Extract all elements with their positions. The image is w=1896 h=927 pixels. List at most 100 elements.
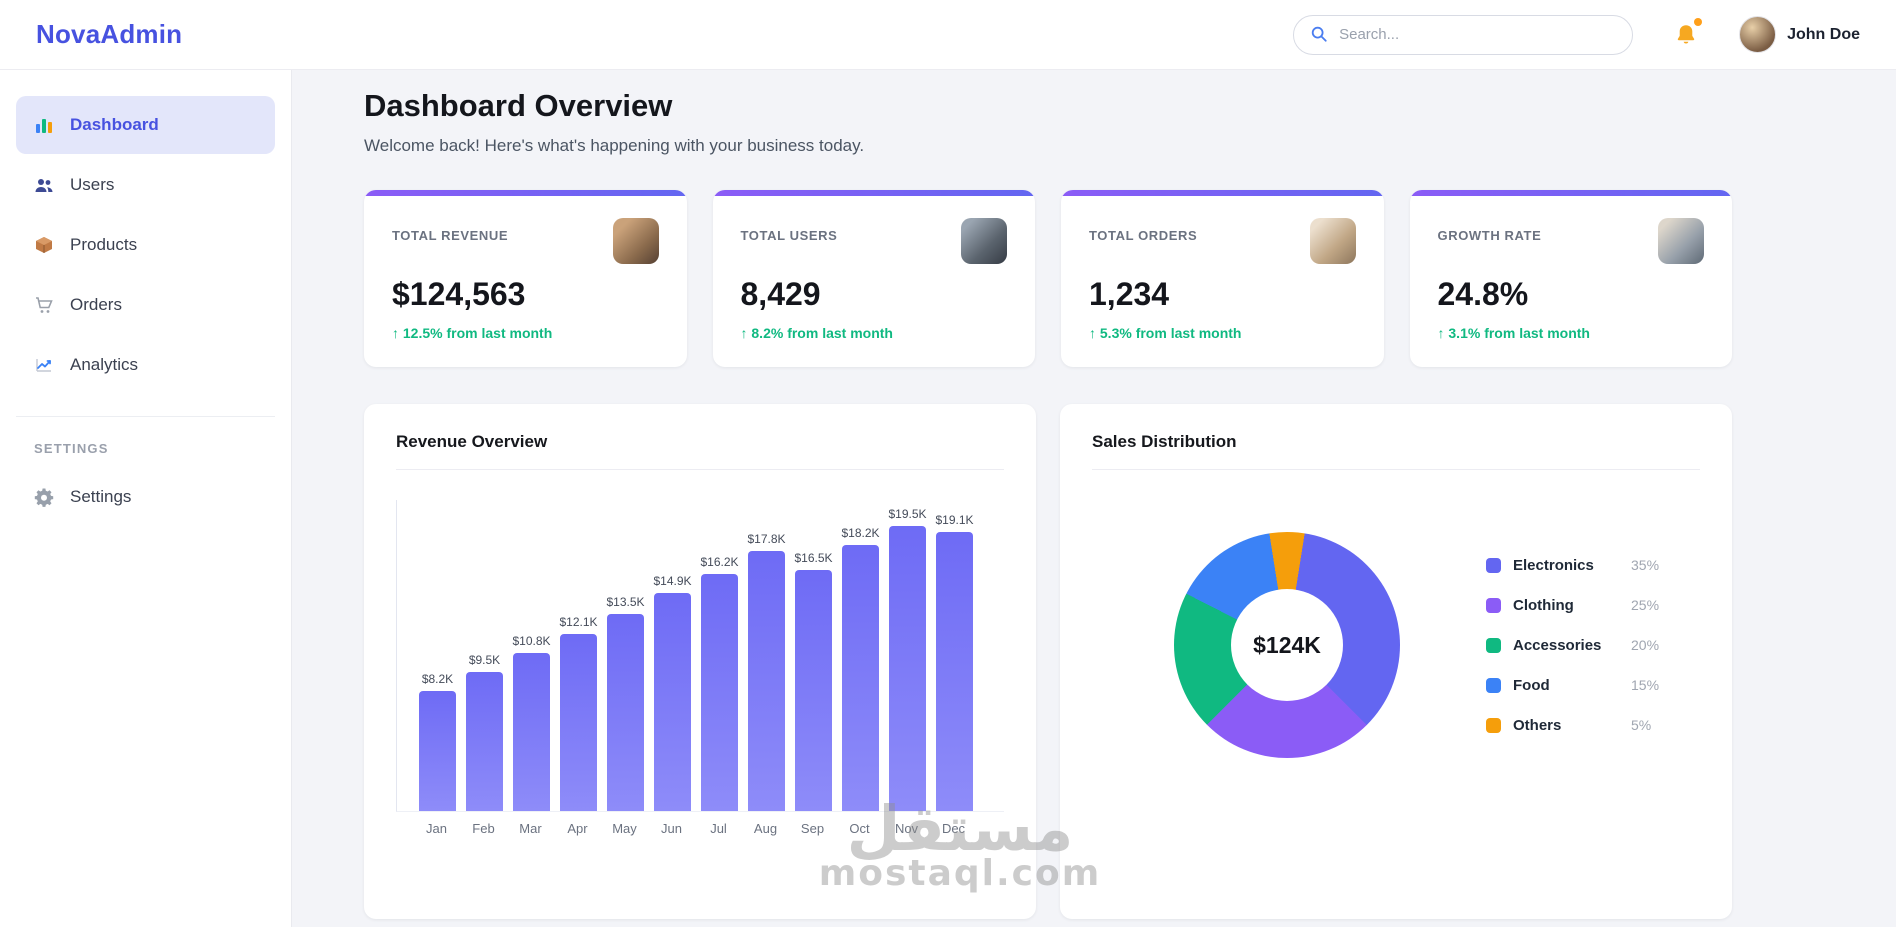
x-tick-label: Feb	[472, 821, 495, 836]
package-icon	[34, 235, 54, 255]
card-accent-bar	[1061, 190, 1384, 196]
bar-value-label: $16.2K	[700, 555, 739, 569]
stats-grid: TOTAL REVENUE $124,563 ↑ 12.5% from last…	[364, 190, 1732, 367]
brand-logo: NovaAdmin	[36, 19, 183, 49]
x-tick-label: Jul	[710, 821, 727, 836]
sidebar-item-dashboard[interactable]: Dashboard	[16, 96, 275, 154]
bar	[466, 672, 503, 811]
stat-change: ↑ 8.2% from last month	[740, 325, 893, 341]
sidebar-item-label: Analytics	[70, 355, 139, 374]
revenue-chart-card: Revenue Overview $8.2K $9.5K $10.8K $12.1K $…	[364, 404, 1036, 919]
bar	[654, 593, 691, 811]
stat-card-revenue: TOTAL REVENUE $124,563 ↑ 12.5% from last…	[364, 190, 687, 367]
bar-value-label: $10.8K	[512, 634, 551, 648]
legend-label: Electronics	[1513, 556, 1594, 574]
sidebar-item-label: Products	[70, 235, 138, 254]
divider	[1092, 469, 1700, 470]
sidebar-item-label: Users	[70, 175, 115, 194]
x-tick-label: Aug	[753, 821, 778, 836]
card-photo	[1658, 218, 1704, 264]
sidebar-settings-section: SETTINGS Settings	[16, 416, 275, 526]
legend-label: Accessories	[1513, 636, 1602, 654]
users-icon	[34, 175, 54, 195]
main-content: Dashboard Overview Welcome back! Here's …	[292, 70, 1896, 927]
bar	[842, 545, 879, 811]
x-tick-label: Apr	[567, 821, 588, 836]
legend-label: Clothing	[1513, 596, 1574, 614]
bar-value-label: $18.2K	[841, 526, 880, 540]
bar-value-label: $12.1K	[559, 615, 598, 629]
bar-column: $8.2K	[419, 672, 456, 811]
x-tick-label: Mar	[519, 821, 542, 836]
gear-icon	[34, 487, 54, 507]
x-tick-label: Jan	[426, 821, 447, 836]
bar-value-label: $14.9K	[653, 574, 692, 588]
stat-label: TOTAL REVENUE	[392, 228, 509, 243]
user-menu[interactable]: John Doe	[1739, 16, 1860, 53]
sidebar-item-label: Settings	[70, 487, 132, 506]
sidebar-item-label: Dashboard	[70, 115, 159, 134]
stat-card-users: TOTAL USERS 8,429 ↑ 8.2% from last month	[712, 190, 1035, 367]
card-accent-bar	[1409, 190, 1732, 196]
stat-card-growth: GROWTH RATE 24.8% ↑ 3.1% from last month	[1409, 190, 1732, 367]
legend-pct: 5%	[1631, 717, 1652, 733]
bar-value-label: $8.2K	[421, 672, 454, 686]
sidebar-item-settings[interactable]: Settings	[16, 468, 275, 526]
stat-card-orders: TOTAL ORDERS 1,234 ↑ 5.3% from last mont…	[1061, 190, 1384, 367]
bar-value-label: $17.8K	[747, 532, 786, 546]
legend-item: Clothing 25%	[1486, 597, 1659, 614]
card-accent-bar	[712, 190, 1035, 196]
x-tick-label: Oct	[849, 821, 870, 836]
legend-swatch	[1486, 677, 1501, 693]
bar-value-label: $13.5K	[606, 595, 645, 609]
legend-item: Electronics 35%	[1486, 557, 1659, 574]
card-photo	[1309, 218, 1356, 264]
notifications-button[interactable]	[1673, 17, 1703, 48]
sidebar-item-products[interactable]: Products	[16, 216, 275, 274]
legend-item: Others 5%	[1486, 717, 1659, 734]
bar	[748, 551, 785, 811]
sidebar-item-orders[interactable]: Orders	[16, 276, 275, 334]
bar-chart-plot: $8.2K $9.5K $10.8K $12.1K $13.5K $14.9K $16.2K…	[396, 500, 1004, 812]
bar	[419, 691, 456, 811]
bell-icon	[1673, 24, 1699, 52]
legend-pct: 25%	[1631, 597, 1660, 613]
bar	[701, 574, 738, 811]
charts-grid: Revenue Overview $8.2K $9.5K $10.8K $12.1K $…	[364, 404, 1732, 919]
stat-change: ↑ 12.5% from last month	[392, 325, 553, 341]
notification-dot	[1694, 17, 1703, 26]
sidebar-item-label: Orders	[70, 295, 122, 314]
sidebar-section-label: SETTINGS	[34, 441, 109, 456]
stat-label: GROWTH RATE	[1437, 228, 1542, 243]
bar-chart: $8.2K $9.5K $10.8K $12.1K $13.5K $14.9K $16.2K…	[396, 500, 1004, 836]
x-tick-label: Jun	[661, 821, 682, 836]
bar-column: $16.2K	[700, 555, 739, 811]
x-tick-label: Dec	[941, 821, 966, 836]
bar-value-label: $19.5K	[888, 507, 927, 521]
stat-value: 8,429	[740, 276, 821, 312]
chart-title: Sales Distribution	[1092, 432, 1237, 451]
user-name: John Doe	[1787, 25, 1860, 43]
page-title: Dashboard Overview	[364, 88, 673, 123]
search-input[interactable]	[1339, 26, 1617, 43]
sidebar-item-users[interactable]: Users	[16, 156, 275, 214]
divider	[396, 469, 1004, 470]
stat-change: ↑ 5.3% from last month	[1089, 325, 1242, 341]
trend-icon	[34, 355, 54, 375]
stat-label: TOTAL USERS	[740, 228, 838, 243]
stat-label: TOTAL ORDERS	[1089, 228, 1198, 243]
bar-column: $19.1K	[935, 513, 974, 811]
page-subtitle: Welcome back! Here's what's happening wi…	[364, 136, 865, 155]
x-tick-label: May	[612, 821, 637, 836]
legend-label: Others	[1513, 716, 1562, 734]
bar-column: $10.8K	[512, 634, 551, 811]
bar-column: $18.2K	[841, 526, 880, 811]
bar-column: $14.9K	[653, 574, 692, 811]
bar	[889, 526, 926, 811]
bar-column: $12.1K	[559, 615, 598, 811]
bar-column: $9.5K	[466, 653, 503, 811]
sidebar-item-analytics[interactable]: Analytics	[16, 336, 275, 394]
bar	[560, 634, 597, 811]
search-box[interactable]	[1293, 14, 1634, 55]
stat-change: ↑ 3.1% from last month	[1437, 325, 1590, 341]
